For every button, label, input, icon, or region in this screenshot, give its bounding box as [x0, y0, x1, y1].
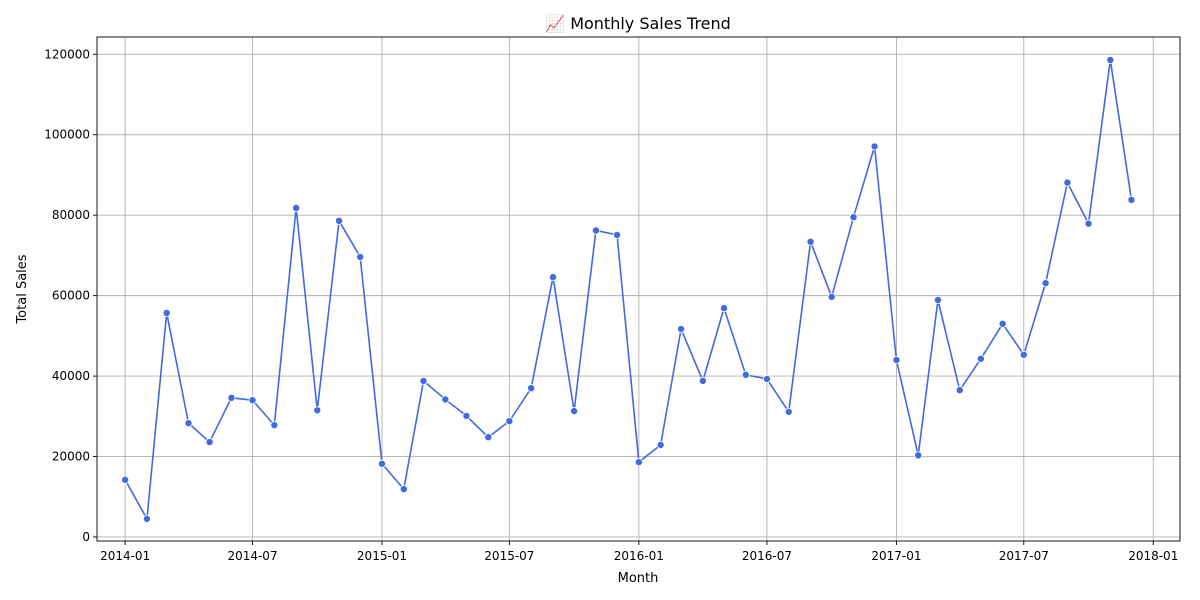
series-line-layer — [124, 59, 1133, 520]
series-points — [121, 55, 1136, 523]
data-point — [870, 142, 879, 151]
x-tick-label: 2015-07 — [484, 549, 534, 563]
data-point — [441, 395, 450, 404]
data-point — [527, 384, 536, 393]
x-tick-label: 2016-07 — [742, 549, 792, 563]
data-point — [462, 411, 471, 420]
data-point — [933, 296, 942, 305]
y-axis-title: Total Sales — [15, 254, 30, 324]
x-tick-label: 2017-01 — [871, 549, 921, 563]
y-tick-label: 100000 — [44, 128, 90, 142]
data-point — [270, 421, 279, 430]
data-point — [1041, 279, 1050, 288]
x-axis-ticks: 2014-01 2014-07 2015-01 2015-07 2016-01 2016-… — [100, 541, 1178, 563]
x-tick-label: 2017-07 — [999, 549, 1049, 563]
data-point — [892, 355, 901, 364]
data-point — [205, 438, 214, 447]
y-tick-label: 60000 — [52, 289, 90, 303]
data-point — [313, 406, 322, 415]
data-point — [634, 458, 643, 467]
data-point — [549, 273, 558, 282]
data-point — [998, 319, 1007, 328]
x-tick-label: 2014-01 — [100, 549, 150, 563]
x-tick-label: 2016-01 — [614, 549, 664, 563]
data-point — [613, 230, 622, 239]
data-point — [356, 253, 365, 262]
data-point — [849, 213, 858, 222]
data-point — [377, 459, 386, 468]
data-point — [292, 203, 301, 212]
y-tick-label: 0 — [82, 530, 90, 544]
x-tick-label: 2015-01 — [357, 549, 407, 563]
x-tick-label: 2018-01 — [1128, 549, 1178, 563]
data-point — [677, 325, 686, 334]
data-point — [1063, 178, 1072, 187]
series-line — [124, 59, 1133, 520]
data-point — [827, 292, 836, 301]
y-tick-label: 80000 — [52, 208, 90, 222]
x-axis-title: Month — [618, 571, 659, 586]
data-point — [121, 475, 130, 484]
y-tick-label: 120000 — [44, 47, 90, 61]
grid-lines — [97, 37, 1180, 541]
data-point — [591, 226, 600, 235]
data-point — [227, 393, 236, 402]
data-point — [741, 370, 750, 379]
data-point — [335, 216, 344, 225]
data-point — [784, 407, 793, 416]
x-tick-label: 2014-07 — [227, 549, 277, 563]
data-point — [955, 386, 964, 395]
data-point — [162, 308, 171, 317]
data-point — [698, 376, 707, 385]
data-point — [762, 374, 771, 383]
data-point — [1019, 350, 1028, 359]
data-point — [484, 433, 493, 442]
data-point — [806, 237, 815, 246]
data-point — [914, 451, 923, 460]
data-point — [505, 417, 514, 426]
data-point — [419, 376, 428, 385]
y-tick-label: 20000 — [52, 450, 90, 464]
y-tick-label: 40000 — [52, 369, 90, 383]
data-point — [570, 407, 579, 416]
data-point — [399, 485, 408, 494]
chart-title: 📈 Monthly Sales Trend — [545, 14, 731, 33]
data-point — [720, 304, 729, 313]
y-axis-ticks: 0 20000 40000 60000 80000 100000 120000 — [44, 47, 97, 544]
data-point — [184, 419, 193, 428]
data-point — [1106, 55, 1115, 64]
data-point — [248, 396, 257, 405]
data-point — [1084, 219, 1093, 228]
data-point — [976, 354, 985, 363]
data-point — [1127, 195, 1136, 204]
data-point — [656, 440, 665, 449]
data-point — [142, 514, 151, 523]
